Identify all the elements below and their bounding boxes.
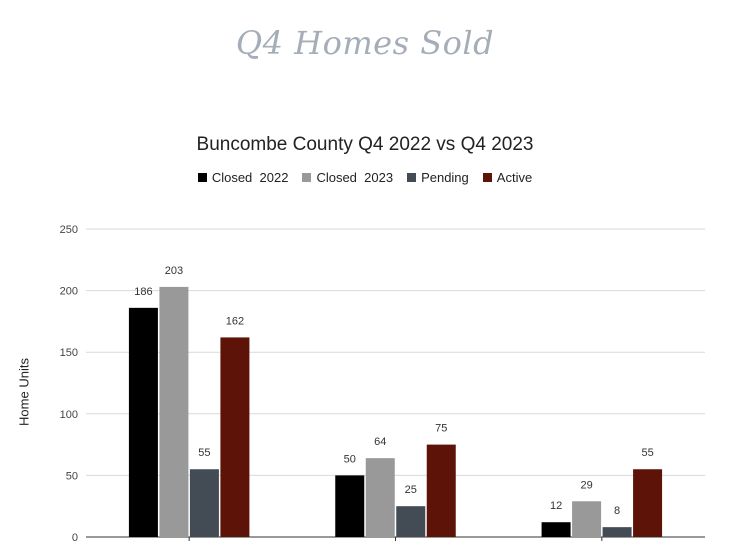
chart-legend: Closed 2022 Closed 2023 Pending Active [0,170,730,185]
y-tick-label: 250 [60,224,78,236]
legend-item-pending: Pending [407,170,469,185]
data-label: 162 [226,315,244,327]
chart-title: Buncombe County Q4 2022 vs Q4 2023 [196,134,534,155]
data-label: 203 [165,265,183,277]
bar [633,469,663,537]
legend-item-active: Active [482,170,533,185]
bar [365,458,395,537]
data-label: 64 [374,436,386,448]
y-tick-label: 100 [60,409,78,421]
bar [335,475,365,537]
y-tick-label: 50 [66,470,78,482]
legend-swatch [407,173,417,182]
bar [602,527,632,537]
bar [159,286,189,537]
bar [220,337,250,537]
y-tick-label: 150 [60,347,78,359]
legend-swatch [197,173,207,182]
bar [572,501,602,537]
legend-swatch [482,173,492,182]
legend-item-closed-2022: Closed 2022 [197,170,289,185]
legend-label: Active [496,170,533,185]
bar [189,469,219,537]
data-label: 186 [134,286,152,298]
data-label: 29 [580,479,592,491]
legend-swatch [302,173,312,182]
page-title: Q4 Homes Sold [235,24,495,62]
y-tick-label: 200 [60,286,78,298]
bar [426,444,456,537]
legend-label: Closed 2023 [316,170,394,185]
bar [128,307,158,537]
legend-label: Pending [421,170,469,185]
data-label: 55 [641,447,653,459]
y-tick-label: 0 [72,532,78,544]
data-label: 75 [435,423,447,435]
data-label: 50 [344,453,356,465]
data-label: 8 [614,505,620,517]
data-label: 25 [405,484,417,496]
legend-label: Closed 2022 [211,170,289,185]
data-label: 12 [550,500,562,512]
legend-item-closed-2023: Closed 2023 [302,170,393,185]
data-label: 55 [198,447,210,459]
bar [396,506,426,537]
bar [541,522,571,537]
